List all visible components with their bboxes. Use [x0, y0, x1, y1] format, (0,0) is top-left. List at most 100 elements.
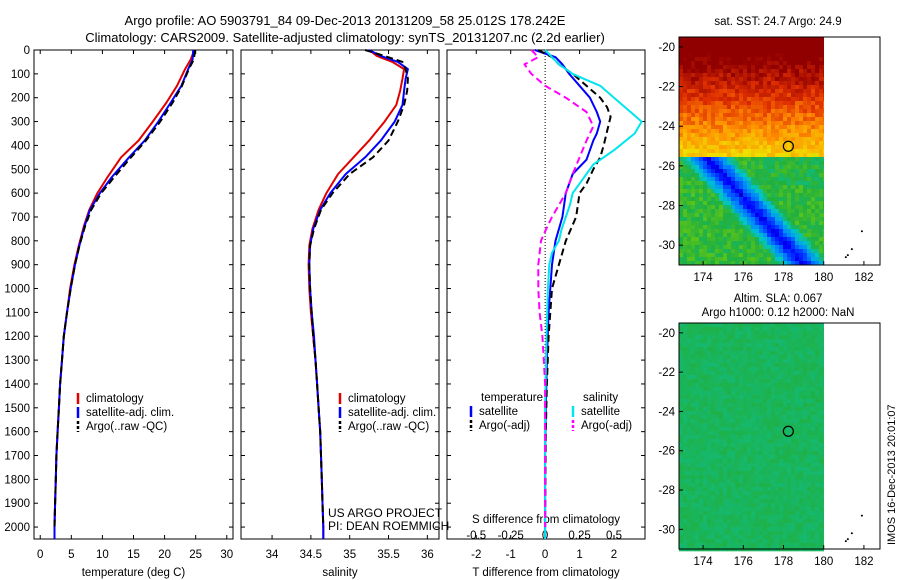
sst_map-cell — [783, 61, 788, 66]
sla_map-cell — [707, 523, 712, 528]
sst_map-cell — [735, 69, 740, 74]
sst_map-cell — [763, 77, 768, 82]
sla_map-cell — [811, 535, 816, 540]
sst_map-cell — [807, 93, 812, 98]
sst_map-cell — [807, 229, 812, 234]
sla_map-cell — [687, 339, 692, 344]
sst_map-cell — [755, 217, 760, 222]
sla_map-cell — [783, 483, 788, 488]
sst_map-cell — [787, 229, 792, 234]
sst_map-cell — [687, 165, 692, 170]
sla_map-cell — [807, 499, 812, 504]
sla_map-cell — [803, 351, 808, 356]
sst_map-cell — [739, 65, 744, 70]
sla_map-cell — [695, 455, 700, 460]
sla_map-cell — [723, 527, 728, 532]
sst_map-cell — [731, 73, 736, 78]
sst_map-cell — [691, 229, 696, 234]
sst_map-cell — [755, 61, 760, 66]
sla_map-cell — [727, 451, 732, 456]
sst_map-cell — [751, 257, 756, 262]
sla_map-cell — [755, 479, 760, 484]
sla_map-cell — [823, 495, 825, 500]
sst_map-cell — [759, 185, 764, 190]
sla_map-cell — [767, 479, 772, 484]
imos-stamp: IMOS 16-Dec-2013 20:01:07 — [886, 404, 898, 545]
sla_map-cell — [739, 415, 744, 420]
sla_map-cell — [779, 463, 784, 468]
sst_map-cell — [719, 181, 724, 186]
sla_map-cell — [755, 463, 760, 468]
sla_map-cell — [779, 527, 784, 532]
sla_map-cell — [775, 491, 780, 496]
sst_map-cell — [795, 73, 800, 78]
diff-legend-title-temp: temperature — [481, 392, 543, 404]
sst_map-x-tick-label: 180 — [814, 272, 833, 284]
sla_map-cell — [735, 399, 740, 404]
sla_map-cell — [787, 367, 792, 372]
sst_map-cell — [763, 157, 768, 162]
sst_map-cell — [799, 165, 804, 170]
sla_map-cell — [763, 443, 768, 448]
sla_map-cell — [719, 455, 724, 460]
sla_map-cell — [727, 379, 732, 384]
sst_map-cell — [735, 201, 740, 206]
sst_map-cell — [779, 137, 784, 142]
sst_map-cell — [779, 121, 784, 126]
sst_map-cell — [735, 61, 740, 66]
sla_map-cell — [699, 459, 704, 464]
sla_map-cell — [783, 355, 788, 360]
sla_map-x-tick-label: 178 — [774, 556, 793, 568]
sst_map-cell — [767, 61, 772, 66]
sst_map-cell — [751, 201, 756, 206]
sst_map-cell — [819, 129, 824, 134]
sst_map-cell — [819, 229, 824, 234]
sst_map-cell — [787, 201, 792, 206]
sla_map-cell — [727, 407, 732, 412]
sst_map-cell — [775, 121, 780, 126]
sla_map-cell — [819, 455, 824, 460]
sst_map-cell — [731, 69, 736, 74]
salinity-frame — [240, 49, 440, 540]
sla_map-cell — [755, 343, 760, 348]
sst_map-cell — [783, 213, 788, 218]
sst_map-cell — [735, 157, 740, 162]
sla_map-cell — [759, 415, 764, 420]
sla_map-cell — [759, 455, 764, 460]
sla_map-cell — [683, 343, 688, 348]
sst_map-cell — [775, 53, 780, 58]
sst_map-cell — [727, 61, 732, 66]
sla_map-cell — [723, 539, 728, 544]
sst_map-cell — [791, 157, 796, 162]
sst_map-cell — [791, 57, 796, 62]
sla_map-cell — [775, 331, 780, 336]
sla_map-cell — [763, 363, 768, 368]
sst_map-cell — [695, 245, 700, 250]
sst_map-cell — [719, 233, 724, 238]
sla_map-cell — [755, 347, 760, 352]
sla_map-cell — [811, 423, 816, 428]
sst_map-cell — [747, 105, 752, 110]
sla_map-cell — [723, 351, 728, 356]
sst_map-cell — [787, 109, 792, 114]
sla_map-cell — [767, 407, 772, 412]
sla_map-cell — [795, 515, 800, 520]
sst_map-cell — [703, 221, 708, 226]
sla_map-cell — [715, 527, 720, 532]
sla_map-cell — [691, 331, 696, 336]
sla_map-cell — [815, 495, 820, 500]
sst_map-cell — [763, 97, 768, 102]
sla_map-cell — [735, 431, 740, 436]
sst_map-cell — [759, 233, 764, 238]
sla_map-cell — [719, 451, 724, 456]
sst_map-cell — [711, 225, 716, 230]
sst_map-cell — [791, 113, 796, 118]
sla_map-cell — [727, 467, 732, 472]
sla_map-cell — [747, 415, 752, 420]
sla_map-cell — [707, 379, 712, 384]
sst_map-cell — [763, 217, 768, 222]
sst_map-cell — [795, 81, 800, 86]
sla_map-cell — [739, 491, 744, 496]
sst_map-cell — [819, 125, 824, 130]
sla_map-cell — [811, 523, 816, 528]
